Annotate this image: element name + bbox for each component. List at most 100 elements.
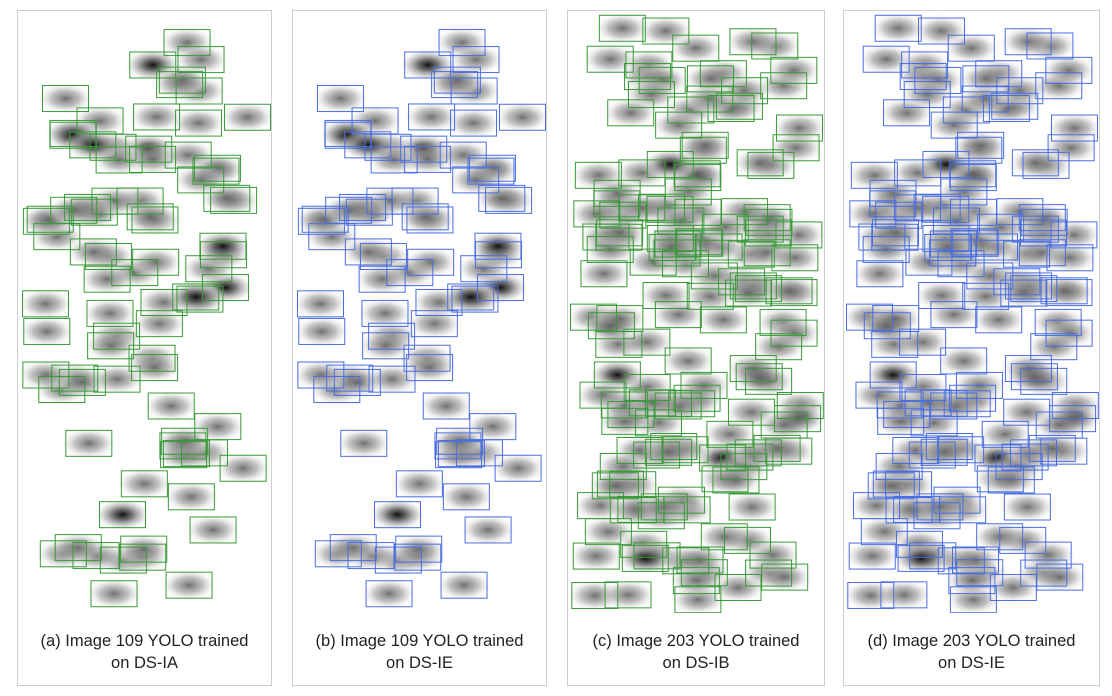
detection-box — [721, 77, 769, 105]
blob — [637, 14, 695, 48]
detection-box — [324, 121, 372, 149]
blob — [162, 480, 220, 513]
detection-box — [993, 268, 1041, 296]
blob — [770, 111, 824, 145]
detection-box — [674, 586, 722, 613]
blob — [659, 344, 717, 378]
blob — [594, 450, 652, 483]
detection-box — [1020, 219, 1068, 247]
blob — [128, 100, 186, 134]
detection-box — [609, 496, 657, 524]
detection-box — [618, 159, 666, 187]
detection-box — [942, 96, 990, 124]
detection-boxes — [22, 29, 271, 608]
detection-box — [863, 312, 911, 340]
detection-box — [885, 471, 933, 499]
detection-box — [875, 201, 923, 229]
detection-box — [925, 433, 973, 461]
detection-box — [111, 259, 159, 287]
blob — [972, 211, 1030, 244]
detection-box — [996, 198, 1044, 226]
detection-box — [140, 288, 188, 316]
detection-box — [340, 429, 388, 457]
detection-box — [645, 438, 693, 466]
detection-box — [770, 319, 818, 347]
detection-box — [957, 131, 1005, 159]
detection-box — [654, 230, 702, 258]
panel-b: (b) Image 109 YOLO trained on DS-IE — [292, 10, 547, 686]
detection-box — [1047, 134, 1095, 162]
detection-box — [1010, 363, 1058, 391]
detection-box — [876, 391, 924, 419]
detection-box — [167, 483, 215, 511]
blob — [390, 467, 448, 500]
blob — [915, 436, 973, 469]
detection-box — [1024, 541, 1072, 569]
blob — [575, 257, 633, 290]
detection-box — [386, 259, 434, 287]
blob — [121, 200, 179, 233]
detection-box — [450, 109, 498, 137]
detection-box — [1045, 319, 1093, 347]
detection-box — [49, 121, 97, 149]
detection-box — [899, 328, 947, 356]
detection-box — [681, 131, 729, 159]
detection-box — [903, 81, 951, 109]
detection-box — [224, 103, 271, 131]
detection-box — [975, 60, 1023, 88]
blob — [437, 480, 495, 513]
detection-box — [930, 392, 978, 420]
detection-box — [701, 465, 749, 493]
detection-box — [72, 542, 120, 570]
blob — [640, 436, 698, 469]
detection-box — [961, 85, 1009, 113]
detection-box — [99, 546, 147, 574]
detection-box — [951, 546, 999, 574]
blob — [20, 315, 76, 348]
detection-box — [648, 234, 696, 262]
detection-box — [587, 312, 635, 340]
blob — [172, 43, 230, 76]
detection-box — [850, 161, 898, 189]
detection-box — [949, 160, 997, 188]
blob — [390, 533, 448, 566]
blob — [353, 263, 411, 296]
detection-box — [633, 441, 681, 469]
detection-box — [862, 45, 910, 73]
detection-box — [654, 301, 702, 329]
detection-box — [406, 354, 454, 382]
detection-box — [99, 501, 147, 529]
blob — [363, 363, 421, 396]
detection-box — [913, 502, 961, 530]
blob — [851, 257, 909, 290]
detection-box — [646, 225, 694, 253]
detection-box — [966, 262, 1014, 290]
detection-box — [329, 534, 377, 562]
blob — [750, 330, 808, 363]
caption-c-line1: (c) Image 203 YOLO trained — [592, 632, 800, 650]
detection-box — [751, 32, 799, 60]
detection-box — [415, 288, 463, 316]
detection-box — [189, 516, 237, 544]
blob — [219, 101, 271, 134]
detection-box — [131, 206, 179, 234]
detection-box — [358, 265, 406, 293]
detection-box — [712, 466, 760, 494]
detection-box — [219, 454, 267, 482]
blob — [623, 386, 681, 419]
blob — [417, 389, 475, 423]
detection-box — [586, 235, 634, 263]
detection-box — [609, 471, 657, 499]
detection-box — [132, 248, 180, 276]
detection-box — [920, 389, 968, 417]
detection-box — [947, 34, 995, 62]
blob — [731, 146, 789, 179]
detection-boxes — [846, 14, 1099, 613]
detection-box — [700, 523, 748, 551]
detection-box — [147, 392, 195, 420]
detection-box — [661, 250, 709, 278]
blob — [1006, 146, 1064, 179]
detection-box — [628, 389, 676, 417]
detection-box — [894, 194, 942, 222]
detection-box — [596, 305, 644, 333]
